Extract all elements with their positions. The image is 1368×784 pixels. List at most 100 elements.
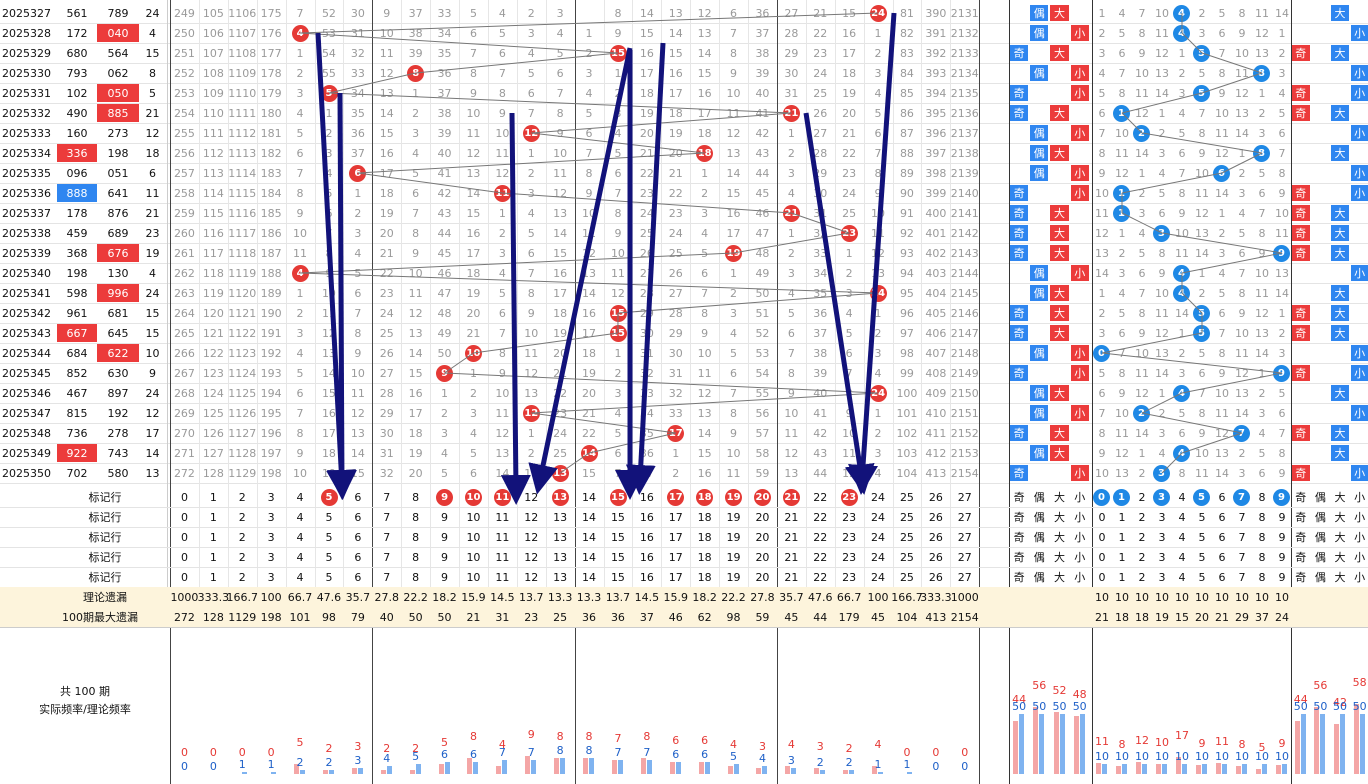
grid-line bbox=[0, 567, 1368, 568]
omission-value: 189 bbox=[260, 286, 282, 300]
mark-cell: 13 bbox=[553, 510, 568, 524]
omission-value: 59 bbox=[755, 466, 770, 480]
omission-value: 2144 bbox=[950, 266, 979, 280]
draw-number: 21 bbox=[145, 206, 160, 220]
mark-tail: 4 bbox=[1178, 510, 1186, 524]
omission-value: 10 bbox=[871, 206, 886, 220]
omission-value: 256 bbox=[173, 146, 195, 160]
omission-value: 249 bbox=[173, 6, 195, 20]
omission-value: 33 bbox=[350, 66, 365, 80]
omission-value: 1 bbox=[614, 346, 622, 360]
theory-value: 35.7 bbox=[345, 590, 371, 604]
mark-oebs2: 大 bbox=[1334, 551, 1346, 564]
mark-cell: 9 bbox=[441, 550, 449, 564]
max-value: 2154 bbox=[950, 610, 979, 624]
oebs-cell bbox=[1292, 285, 1310, 301]
freq-bar-theory bbox=[271, 772, 277, 774]
omission-value: 10 bbox=[553, 146, 568, 160]
mark-row-label: 标记行 bbox=[88, 531, 122, 544]
omission-value: 8 bbox=[614, 206, 622, 220]
tail-omission: 9 bbox=[1198, 146, 1206, 160]
omission-value: 32 bbox=[639, 366, 654, 380]
theory-tail: 10 bbox=[1135, 590, 1149, 604]
omission-value: 37 bbox=[437, 86, 452, 100]
freq-theory-num: 0 bbox=[209, 760, 217, 773]
omission-value: 4 bbox=[527, 46, 535, 60]
omission-value: 272 bbox=[173, 466, 195, 480]
omission-value: 7 bbox=[845, 366, 853, 380]
mark-oebs: 小 bbox=[1074, 531, 1086, 544]
omission-value: 8 bbox=[730, 406, 738, 420]
oebs-cell: 小 bbox=[1350, 465, 1368, 481]
tail-omission: 10 bbox=[1195, 446, 1209, 460]
omission-value: 2131 bbox=[950, 6, 979, 20]
omission-value: 4 bbox=[614, 126, 622, 140]
tail-omission: 11 bbox=[1195, 186, 1209, 200]
freq-bar-actual bbox=[1013, 721, 1019, 774]
mark-cell: 2 bbox=[238, 490, 246, 504]
omission-value: 14 bbox=[639, 6, 654, 20]
mark-cell: 18 bbox=[697, 510, 712, 524]
omission-value: 9 bbox=[498, 106, 506, 120]
omission-value: 11 bbox=[293, 246, 308, 260]
mark-cell: 11 bbox=[495, 550, 510, 564]
omission-value: 93 bbox=[899, 246, 914, 260]
odd-even-cell bbox=[1030, 185, 1048, 201]
omission-value: 2140 bbox=[950, 186, 979, 200]
mark-oebs2: 小 bbox=[1354, 551, 1366, 564]
grid-line bbox=[0, 363, 1368, 364]
omission-value: 41 bbox=[813, 406, 828, 420]
max-value: 37 bbox=[639, 610, 654, 624]
tail-ball: 1 bbox=[1113, 185, 1130, 202]
mark-tail: 7 bbox=[1238, 510, 1246, 524]
omission-value: 114 bbox=[202, 186, 224, 200]
issue-number: 2025330 bbox=[2, 66, 51, 80]
odd-even-cell bbox=[1071, 425, 1089, 441]
oebs-cell: 小 bbox=[1350, 65, 1368, 81]
draw-number: 564 bbox=[107, 46, 129, 60]
oebs-cell bbox=[1351, 305, 1368, 321]
oebs-cell: 大 bbox=[1331, 105, 1349, 121]
odd-even-cell bbox=[1050, 365, 1068, 381]
tail-ball: 1 bbox=[1113, 205, 1130, 222]
freq-bar-theory bbox=[1242, 764, 1247, 774]
sum-ball: 4 bbox=[291, 265, 309, 282]
omission-value: 24 bbox=[813, 66, 828, 80]
oebs-cell bbox=[1312, 425, 1330, 441]
omission-value: 10 bbox=[408, 266, 423, 280]
omission-value: 13 bbox=[726, 146, 741, 160]
omission-value: 11 bbox=[610, 266, 625, 280]
omission-value: 2142 bbox=[950, 226, 979, 240]
omission-value: 24 bbox=[379, 306, 394, 320]
omission-value: 1 bbox=[441, 386, 449, 400]
omission-value: 9 bbox=[730, 66, 738, 80]
tail-omission: 7 bbox=[1178, 166, 1186, 180]
grid-line bbox=[0, 547, 1368, 548]
draw-number: 051 bbox=[107, 166, 129, 180]
freq-theory-num: 0 bbox=[932, 760, 940, 773]
omission-value: 24 bbox=[639, 206, 654, 220]
mark-cell: 26 bbox=[928, 550, 943, 564]
grid-line bbox=[0, 627, 1368, 628]
omission-value: 7 bbox=[296, 166, 304, 180]
omission-value: 19 bbox=[321, 466, 336, 480]
oebs-cell bbox=[1312, 165, 1330, 181]
freq-actual-num: 8 bbox=[1118, 738, 1126, 751]
mark-oebs2: 大 bbox=[1334, 531, 1346, 544]
mark-cell: 13 bbox=[553, 570, 568, 584]
omission-value: 7 bbox=[730, 386, 738, 400]
omission-value: 1128 bbox=[228, 446, 257, 460]
omission-value: 3 bbox=[874, 66, 882, 80]
omission-value: 14 bbox=[495, 466, 510, 480]
tail-omission: 12 bbox=[1255, 26, 1269, 40]
omission-value: 4 bbox=[498, 266, 506, 280]
tail-omission: 11 bbox=[1235, 346, 1249, 360]
mark-cell: 12 bbox=[524, 490, 539, 504]
omission-value: 3 bbox=[296, 326, 304, 340]
max-value: 104 bbox=[896, 610, 918, 624]
freq-bar-actual bbox=[1314, 706, 1320, 774]
omission-value: 13 bbox=[697, 406, 712, 420]
freq-bar-theory bbox=[906, 772, 912, 774]
tail-omission: 13 bbox=[1235, 106, 1249, 120]
mark-cell: 24 bbox=[871, 510, 886, 524]
